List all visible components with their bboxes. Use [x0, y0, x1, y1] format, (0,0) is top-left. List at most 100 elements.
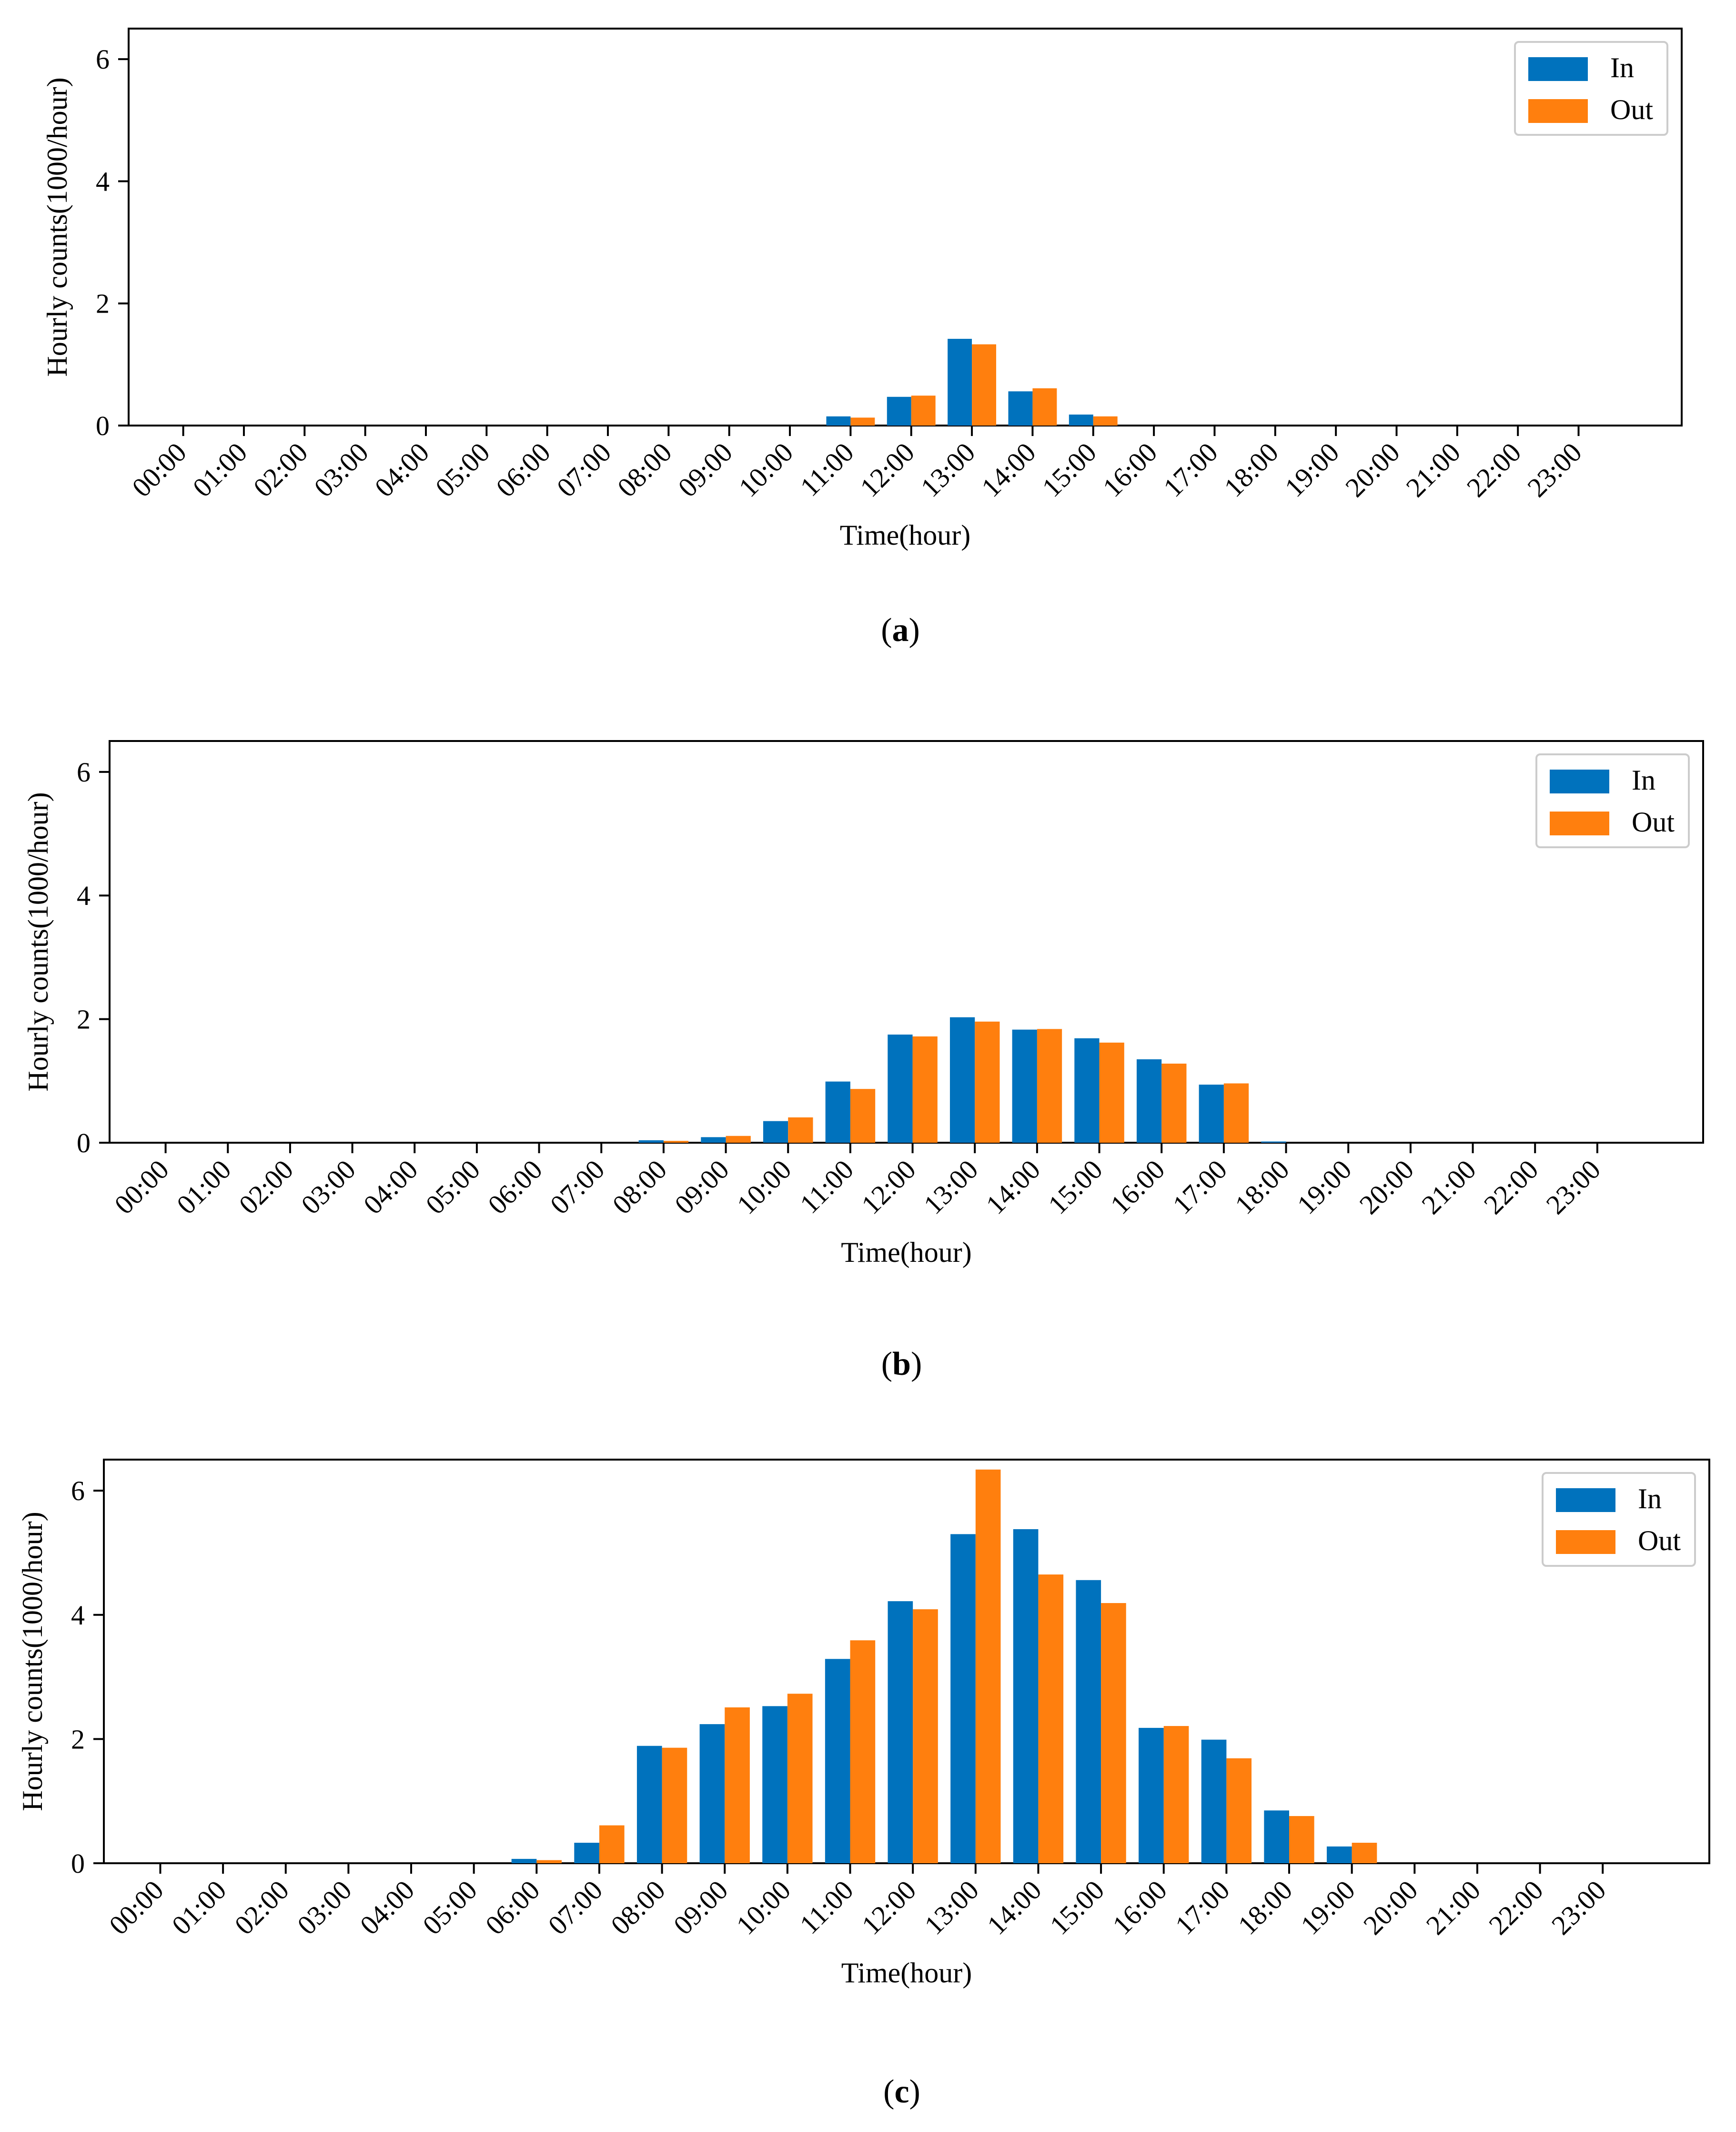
bar-out-1200: [912, 1036, 938, 1143]
y-tick-label: 2: [71, 1724, 85, 1755]
x-tick-label: 06:00: [482, 1154, 548, 1220]
x-tick-label: 14:00: [980, 1154, 1046, 1220]
x-tick-label: 07:00: [551, 437, 617, 503]
bar-out-1400: [1032, 388, 1057, 426]
legend: In Out: [1514, 41, 1668, 136]
bar-in-1500: [1076, 1580, 1101, 1863]
chart-panel-c: 024600:0001:0002:0003:0004:0005:0006:000…: [17, 1459, 1710, 2110]
bar-in-0900: [699, 1724, 725, 1863]
x-tick-label: 17:00: [1167, 1154, 1233, 1220]
y-tick-label: 0: [96, 410, 110, 441]
x-tick-label: 03:00: [308, 437, 374, 503]
bar-in-1000: [762, 1706, 787, 1863]
bar-out-1700: [1226, 1758, 1252, 1863]
bar-in-1400: [1008, 391, 1033, 426]
panel-caption: (a): [881, 612, 920, 649]
bar-in-1400: [1012, 1029, 1037, 1143]
panel-caption-letter: a: [892, 612, 909, 649]
x-tick-label: 01:00: [187, 437, 253, 503]
x-tick-label: 19:00: [1279, 437, 1345, 503]
bar-out-1500: [1093, 416, 1118, 426]
x-tick-label: 06:00: [479, 1874, 545, 1940]
x-tick-label: 10:00: [731, 1154, 797, 1220]
bar-in-1200: [888, 1035, 913, 1143]
legend-swatch-in: [1528, 57, 1588, 81]
bar-out-1200: [911, 396, 936, 426]
x-tick-label: 23:00: [1540, 1154, 1606, 1220]
bar-out-1400: [1038, 1574, 1064, 1863]
x-tick-label: 22:00: [1461, 437, 1527, 503]
panel-caption-letter: b: [892, 1346, 911, 1382]
bar-in-1400: [1013, 1529, 1039, 1863]
x-tick-label: 21:00: [1420, 1874, 1486, 1940]
bar-in-1600: [1139, 1727, 1164, 1863]
x-tick-label: 09:00: [667, 1874, 734, 1940]
bar-in-1700: [1199, 1085, 1224, 1143]
bar-in-0800: [638, 1140, 664, 1143]
y-tick-label: 6: [71, 1475, 85, 1506]
y-tick-label: 4: [77, 880, 91, 911]
x-tick-label: 15:00: [1044, 1874, 1110, 1940]
bar-out-1300: [975, 1469, 1001, 1863]
x-tick-label: 22:00: [1483, 1874, 1549, 1940]
x-tick-label: 04:00: [354, 1874, 420, 1940]
bar-in-1300: [950, 1534, 976, 1863]
x-tick-label: 05:00: [416, 1874, 483, 1940]
y-axis-label: Hourly counts(1000/hour): [22, 792, 54, 1091]
bar-in-0800: [636, 1746, 662, 1863]
x-tick-label: 20:00: [1339, 437, 1405, 503]
legend-swatch-out: [1550, 812, 1609, 835]
y-tick-label: 2: [77, 1004, 91, 1035]
legend-swatch-out: [1528, 99, 1588, 123]
y-tick-label: 6: [96, 44, 110, 75]
plot-frame: [128, 28, 1683, 426]
legend-label-out: Out: [1632, 806, 1675, 838]
legend-swatch-in: [1550, 770, 1609, 793]
x-tick-label: 00:00: [126, 437, 192, 503]
bar-out-0600: [536, 1860, 562, 1863]
bar-out-1600: [1163, 1726, 1189, 1863]
x-tick-label: 22:00: [1478, 1154, 1544, 1220]
bar-out-0700: [599, 1825, 625, 1863]
y-axis-label: Hourly counts(1000/hour): [17, 1512, 48, 1811]
x-tick-label: 18:00: [1229, 1154, 1295, 1220]
x-tick-label: 13:00: [915, 437, 981, 503]
x-tick-label: 23:00: [1545, 1874, 1612, 1940]
x-tick-label: 15:00: [1036, 437, 1102, 503]
x-tick-label: 11:00: [794, 1874, 859, 1940]
x-tick-label: 16:00: [1107, 1874, 1173, 1940]
bar-out-1500: [1099, 1042, 1124, 1143]
x-axis-label: Time(hour): [841, 1957, 972, 1989]
x-tick-label: 11:00: [794, 1154, 859, 1219]
panel-caption-letter: c: [894, 2073, 909, 2110]
x-tick-label: 23:00: [1521, 437, 1587, 503]
legend: In Out: [1542, 1472, 1696, 1567]
bar-in-1300: [949, 1017, 975, 1143]
bar-out-1100: [850, 1640, 876, 1863]
legend: In Out: [1535, 753, 1690, 848]
legend-swatch-in: [1556, 1488, 1615, 1512]
chart-panel-b: 024600:0001:0002:0003:0004:0005:0006:000…: [22, 740, 1704, 1382]
x-tick-label: 05:00: [420, 1154, 486, 1220]
bar-out-1700: [1223, 1083, 1249, 1143]
bar-out-1800: [1289, 1816, 1314, 1863]
x-tick-label: 15:00: [1042, 1154, 1108, 1220]
bar-out-0800: [662, 1747, 687, 1863]
x-tick-label: 21:00: [1415, 1154, 1482, 1220]
x-tick-label: 07:00: [542, 1874, 608, 1940]
panel-caption: (c): [883, 2073, 920, 2110]
x-tick-label: 13:00: [918, 1874, 985, 1940]
bar-in-0900: [701, 1137, 726, 1143]
bar-in-0600: [511, 1858, 537, 1863]
x-tick-label: 00:00: [108, 1154, 174, 1220]
x-tick-label: 08:00: [605, 1874, 671, 1940]
bar-in-1800: [1264, 1810, 1290, 1863]
bar-out-1200: [913, 1609, 938, 1863]
x-tick-label: 18:00: [1218, 437, 1284, 503]
x-tick-label: 20:00: [1357, 1874, 1423, 1940]
x-tick-label: 05:00: [429, 437, 495, 503]
x-tick-label: 18:00: [1232, 1874, 1298, 1940]
y-tick-label: 4: [71, 1600, 85, 1631]
x-tick-label: 14:00: [981, 1874, 1047, 1940]
x-tick-label: 06:00: [490, 437, 556, 503]
